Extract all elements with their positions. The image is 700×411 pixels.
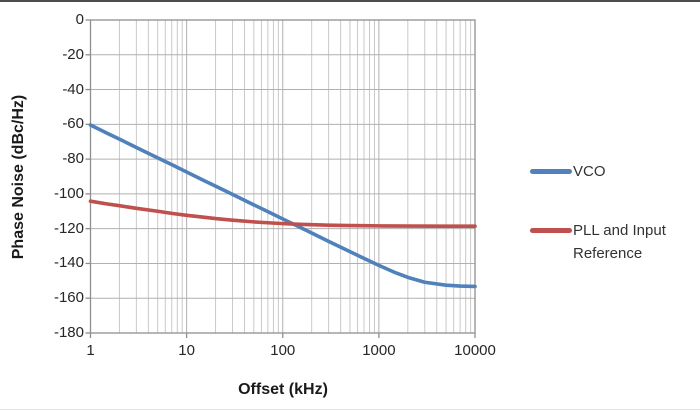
y-tick-label: -140 [53,254,84,272]
bottom-border-rule [0,409,700,410]
x-tick-label: 100 [270,342,296,359]
y-tick-label: -100 [53,184,84,202]
y-tick-label: -180 [53,324,84,341]
y-tick-label: -20 [62,45,84,63]
legend-swatch-pll [530,228,572,233]
y-axis-title: Phase Noise (dBc/Hz) [10,94,27,260]
series-line-vco [88,123,477,289]
top-border-rule [0,0,700,2]
x-tick-label: 10000 [454,342,496,359]
y-tick-label: -80 [62,150,84,168]
y-tick-label: -60 [62,115,84,133]
x-tick-label: 10 [178,342,195,359]
legend-label-vco: VCO [573,163,606,180]
series-line-pll-and-input-reference [88,199,477,229]
y-tick-label: 0 [75,11,84,28]
legend-label-pll: PLL and Input Reference [573,222,666,262]
y-tick-label: -40 [62,80,84,98]
x-tick-label: 1 [86,342,95,359]
x-tick-label: 1000 [362,342,396,359]
x-axis-title: Offset (kHz) [238,381,328,398]
y-tick-label: -160 [53,289,84,307]
legend-swatch-vco [530,169,572,174]
y-tick-label: -120 [53,219,84,237]
